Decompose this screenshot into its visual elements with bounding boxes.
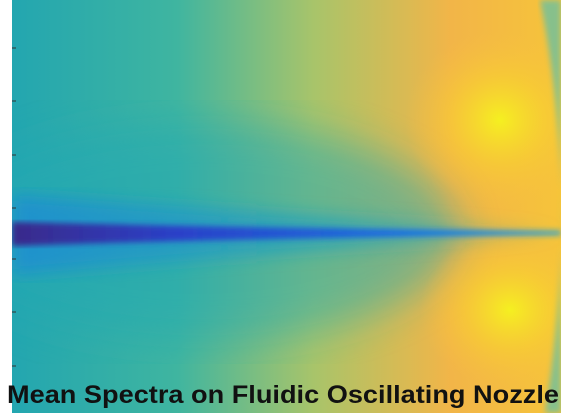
- axis-ticks: [12, 47, 16, 367]
- caption: Mean Spectra on Fluidic Oscillating Nozz…: [7, 381, 559, 409]
